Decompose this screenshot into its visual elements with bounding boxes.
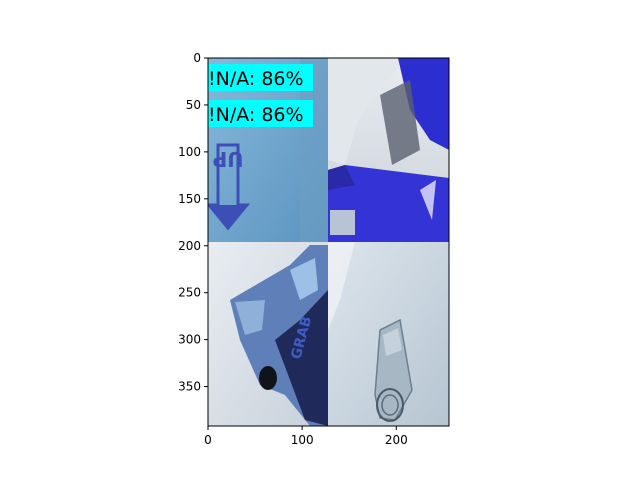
- svg-text:UP: UP: [213, 147, 244, 171]
- y-tick-label: 300: [178, 333, 201, 347]
- x-tick-label: 100: [291, 433, 314, 447]
- y-tick-label: 50: [186, 98, 201, 112]
- detection-1-label-bg: [208, 64, 313, 91]
- image-mosaic: UP GRAB: [208, 58, 449, 426]
- detection-2-label-bg: [208, 100, 313, 127]
- detection-2-label: !N/A: 86%: [208, 104, 304, 126]
- y-tick-label: 250: [178, 286, 201, 300]
- tile-blue-bag: [328, 58, 449, 242]
- detection-2: !N/A: 86%: [208, 100, 313, 127]
- y-tick-label: 100: [178, 145, 201, 159]
- y-tick-label: 150: [178, 192, 201, 206]
- x-axis: 0 100 200: [204, 426, 408, 447]
- y-tick-label: 0: [193, 51, 201, 65]
- tile-glass-bottle: [328, 242, 449, 426]
- detection-1-label: !N/A: 86%: [208, 68, 304, 90]
- axes-frame: [207, 57, 450, 427]
- y-axis: 0 50 100 150 200 250 300 350: [178, 51, 208, 394]
- detection-1: !N/A: 86%: [208, 64, 313, 91]
- y-tick-label: 350: [178, 380, 201, 394]
- y-tick-label: 200: [178, 239, 201, 253]
- x-tick-label: 0: [204, 433, 212, 447]
- tile-crumpled-wrapper: GRAB: [208, 242, 328, 426]
- x-tick-label: 200: [385, 433, 408, 447]
- up-arrow-icon: UP: [208, 143, 251, 231]
